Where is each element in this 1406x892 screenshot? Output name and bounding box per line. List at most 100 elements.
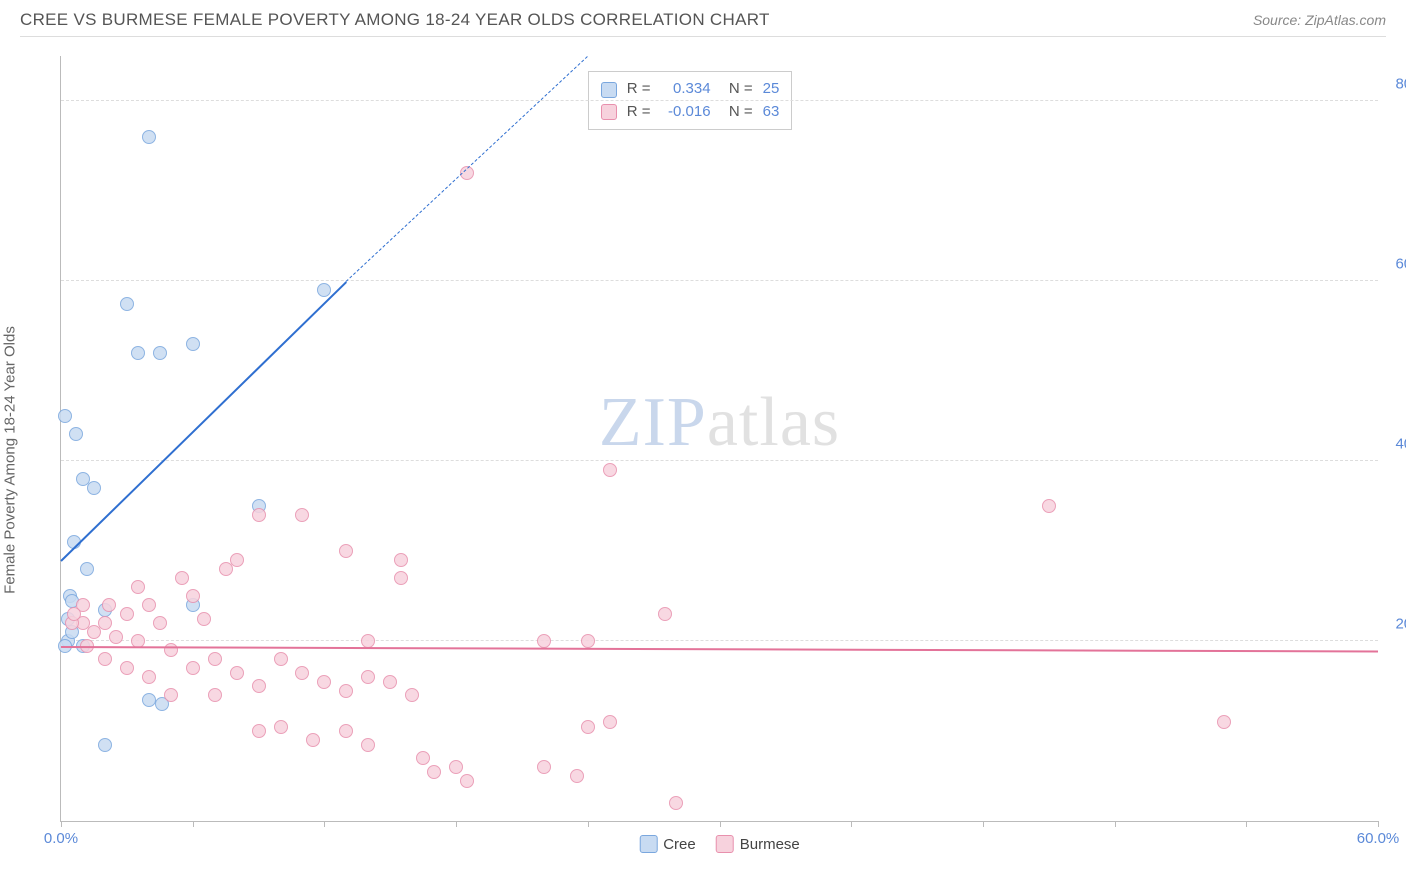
- data-point: [295, 508, 309, 522]
- data-point: [449, 760, 463, 774]
- data-point: [361, 634, 375, 648]
- x-tick: [1246, 821, 1247, 827]
- data-point: [274, 720, 288, 734]
- chart-container: Female Poverty Among 18-24 Year Olds ZIP…: [20, 48, 1386, 872]
- data-point: [142, 598, 156, 612]
- r-value: 0.334: [661, 78, 711, 101]
- data-point: [67, 607, 81, 621]
- stats-row: R = -0.016 N = 63: [601, 101, 780, 124]
- x-tick: [720, 821, 721, 827]
- legend-item: Cree: [639, 835, 696, 853]
- data-point: [120, 607, 134, 621]
- gridline: [61, 280, 1378, 281]
- data-point: [164, 643, 178, 657]
- data-point: [109, 630, 123, 644]
- data-point: [405, 688, 419, 702]
- x-tick: [193, 821, 194, 827]
- data-point: [1217, 715, 1231, 729]
- data-point: [153, 616, 167, 630]
- watermark: ZIPatlas: [599, 383, 840, 463]
- data-point: [252, 724, 266, 738]
- stats-row: R =0.334 N =25: [601, 78, 780, 101]
- data-point: [58, 409, 72, 423]
- series-swatch: [601, 82, 617, 98]
- x-tick: [324, 821, 325, 827]
- x-tick: [1115, 821, 1116, 827]
- data-point: [102, 598, 116, 612]
- legend-item: Burmese: [716, 835, 800, 853]
- data-point: [274, 652, 288, 666]
- legend-label: Burmese: [740, 836, 800, 853]
- data-point: [120, 297, 134, 311]
- data-point: [581, 634, 595, 648]
- data-point: [427, 765, 441, 779]
- data-point: [570, 769, 584, 783]
- x-tick: [456, 821, 457, 827]
- x-tick: [588, 821, 589, 827]
- data-point: [142, 130, 156, 144]
- data-point: [658, 607, 672, 621]
- n-label: N =: [721, 101, 753, 124]
- data-point: [669, 796, 683, 810]
- data-point: [131, 580, 145, 594]
- data-point: [230, 666, 244, 680]
- data-point: [460, 774, 474, 788]
- data-point: [87, 625, 101, 639]
- plot-area: ZIPatlas R =0.334 N =25R =-0.016 N =63 C…: [60, 56, 1378, 822]
- data-point: [98, 738, 112, 752]
- data-point: [339, 724, 353, 738]
- data-point: [295, 666, 309, 680]
- y-tick-label: 20.0%: [1395, 616, 1406, 633]
- data-point: [98, 652, 112, 666]
- data-point: [317, 283, 331, 297]
- y-tick-label: 80.0%: [1395, 76, 1406, 93]
- data-point: [120, 661, 134, 675]
- y-tick-label: 60.0%: [1395, 256, 1406, 273]
- data-point: [142, 693, 156, 707]
- data-point: [537, 760, 551, 774]
- x-tick-label: 60.0%: [1357, 830, 1400, 847]
- data-point: [186, 337, 200, 351]
- x-tick: [983, 821, 984, 827]
- r-label: R =: [627, 101, 651, 124]
- x-tick-label: 0.0%: [44, 830, 78, 847]
- gridline: [61, 100, 1378, 101]
- gridline: [61, 460, 1378, 461]
- data-point: [252, 679, 266, 693]
- data-point: [219, 562, 233, 576]
- data-point: [164, 688, 178, 702]
- legend-swatch: [716, 835, 734, 853]
- r-label: R =: [627, 78, 651, 101]
- y-axis-label: Female Poverty Among 18-24 Year Olds: [2, 326, 19, 594]
- r-value: -0.016: [661, 101, 711, 124]
- data-point: [175, 571, 189, 585]
- source-label: Source: ZipAtlas.com: [1253, 12, 1386, 28]
- x-tick: [1378, 821, 1379, 827]
- data-point: [339, 544, 353, 558]
- trend-line-dashed: [346, 56, 588, 282]
- gridline: [61, 640, 1378, 641]
- data-point: [186, 589, 200, 603]
- data-point: [153, 346, 167, 360]
- data-point: [361, 670, 375, 684]
- y-tick-label: 40.0%: [1395, 436, 1406, 453]
- chart-title: CREE VS BURMESE FEMALE POVERTY AMONG 18-…: [20, 10, 770, 30]
- x-tick: [851, 821, 852, 827]
- data-point: [603, 463, 617, 477]
- n-value: 25: [763, 78, 780, 101]
- data-point: [603, 715, 617, 729]
- trend-line: [61, 646, 1378, 652]
- legend-label: Cree: [663, 836, 696, 853]
- bottom-legend: Cree Burmese: [639, 835, 800, 853]
- data-point: [317, 675, 331, 689]
- data-point: [383, 675, 397, 689]
- x-tick: [61, 821, 62, 827]
- data-point: [208, 652, 222, 666]
- data-point: [1042, 499, 1056, 513]
- data-point: [186, 661, 200, 675]
- data-point: [208, 688, 222, 702]
- data-point: [537, 634, 551, 648]
- divider: [20, 36, 1386, 37]
- n-value: 63: [763, 101, 780, 124]
- data-point: [394, 553, 408, 567]
